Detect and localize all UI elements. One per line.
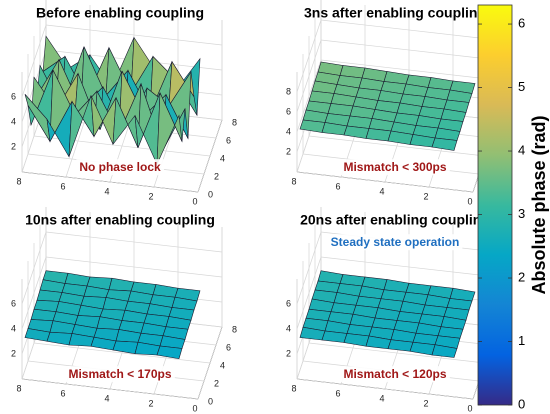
x-tick-label: 4 (379, 186, 384, 196)
surface-patch (299, 119, 326, 133)
y-tick-label: 4 (220, 153, 225, 163)
annotation: No phase lock (79, 160, 161, 174)
surface-patch (343, 125, 370, 139)
colorbar-tick-label: 2 (518, 269, 525, 284)
surface-patch (156, 92, 183, 165)
surface-patch (431, 344, 458, 358)
z-tick-label: 6 (286, 298, 291, 308)
annotation: Mismatch < 170ps (68, 367, 171, 381)
x-tick-label: 2 (148, 398, 153, 408)
surface-patch (431, 137, 458, 151)
y-tick-label: 2 (214, 378, 219, 388)
x-tick-label: 2 (423, 398, 428, 408)
panel-title: Before enabling coupling (36, 5, 204, 21)
annotation-background (76, 159, 165, 176)
y-tick-label: 8 (232, 324, 237, 334)
z-tick-label: 4 (11, 323, 16, 333)
x-tick-label: 8 (291, 383, 296, 393)
y-tick-label: 6 (226, 342, 231, 352)
panel-title: 10ns after enabling coupling (25, 212, 215, 228)
grid-line (296, 171, 474, 193)
z-tick-label: 2 (11, 348, 16, 358)
x-tick-label: 6 (335, 181, 340, 191)
x-tick-label: 0 (192, 403, 197, 413)
z-tick-label: 4 (286, 323, 291, 333)
y-tick-label: 8 (232, 117, 237, 127)
z-tick-label: 2 (11, 141, 16, 151)
y-tick-label: 4 (220, 360, 225, 370)
x-tick-label: 0 (467, 196, 472, 206)
grid-line (33, 342, 211, 364)
y-tick-label: 0 (208, 189, 213, 199)
colorbar-tick-label: 5 (518, 79, 525, 94)
annotation-background (340, 366, 450, 383)
surface-patch (156, 345, 183, 360)
z-tick-label: 8 (286, 86, 291, 96)
panel-title: 3ns after enabling coupling (304, 5, 486, 21)
colorbar-tick-label: 4 (518, 142, 525, 157)
x-tick-label: 2 (423, 191, 428, 201)
z-tick-label: 6 (11, 298, 16, 308)
grid-line (296, 378, 474, 400)
z-tick-label: 4 (11, 116, 16, 126)
x-tick-label: 0 (467, 403, 472, 413)
z-tick-label: 2 (286, 348, 291, 358)
annotation: Mismatch < 120ps (343, 367, 446, 381)
y-tick-label: 0 (208, 396, 213, 406)
colorbar-tick-label: 0 (518, 396, 525, 411)
x-tick-label: 6 (60, 388, 65, 398)
x-tick-label: 8 (291, 176, 296, 186)
annotation-background (327, 234, 463, 251)
x-tick-label: 4 (104, 393, 109, 403)
colorbar-tick-label: 1 (518, 333, 525, 348)
surface-patch (112, 340, 139, 355)
z-tick-label: 6 (11, 91, 16, 101)
grid-line (21, 171, 199, 193)
surface-patch (343, 333, 370, 347)
x-tick-label: 0 (192, 196, 197, 206)
grid-line (308, 342, 486, 364)
grid-line (21, 378, 199, 400)
surface-patch (365, 128, 392, 142)
colorbar-tick-label: 6 (518, 15, 525, 30)
surface-patch (409, 341, 436, 356)
y-tick-label: 6 (226, 135, 231, 145)
z-tick-label: 4 (286, 126, 291, 136)
grid-line (308, 135, 486, 157)
annotation: Mismatch < 300ps (343, 160, 446, 174)
x-tick-label: 8 (16, 383, 21, 393)
annotation-background (65, 366, 175, 383)
colorbar (477, 4, 513, 406)
annotation-background (340, 159, 450, 176)
z-tick-label: 2 (286, 146, 291, 156)
annotation: Steady state operation (331, 235, 460, 249)
colorbar-tick-label: 3 (518, 206, 525, 221)
surface-patch (46, 331, 73, 346)
colorbar-label: Absolute phase (rad) (529, 115, 549, 294)
x-tick-label: 6 (60, 181, 65, 191)
y-tick-label: 2 (214, 171, 219, 181)
x-tick-label: 6 (335, 388, 340, 398)
surface-patch (108, 277, 135, 292)
x-tick-label: 8 (16, 176, 21, 186)
z-tick-label: 6 (286, 106, 291, 116)
x-tick-label: 4 (379, 393, 384, 403)
x-tick-label: 4 (104, 186, 109, 196)
x-tick-label: 2 (148, 191, 153, 201)
panel-title: 20ns after enabling coupling (300, 212, 490, 228)
